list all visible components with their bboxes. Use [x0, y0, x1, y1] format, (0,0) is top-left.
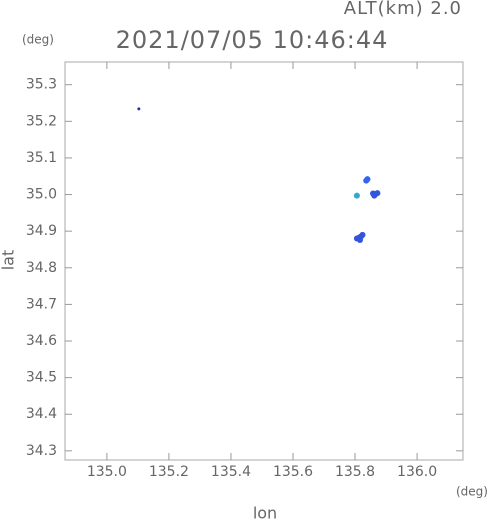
x-unit: (deg)	[456, 485, 488, 499]
y-tick-label: 34.6	[26, 333, 57, 349]
y-tick-label: 34.4	[26, 406, 57, 422]
y-tick-label: 35.1	[26, 150, 57, 166]
y-tick-label: 35.2	[26, 113, 57, 129]
echo-point	[353, 235, 360, 242]
x-tick-label: 135.4	[211, 464, 251, 480]
y-axis-label: lat	[0, 250, 18, 271]
y-tick-label: 35.0	[26, 187, 57, 203]
x-axis-label: lon	[253, 504, 277, 522]
x-tick-label: 135.8	[335, 464, 375, 480]
echo-point	[353, 192, 360, 199]
echo-point	[363, 177, 370, 184]
y-tick-label: 34.8	[26, 260, 57, 276]
y-tick-label: 35.3	[26, 77, 57, 93]
x-tick-label: 135.2	[149, 464, 189, 480]
altitude-label: ALT(km) 2.0	[344, 0, 462, 19]
echo-point	[374, 190, 381, 197]
y-tick-label: 34.9	[26, 223, 57, 239]
echo-point	[359, 231, 366, 238]
plot-frame	[64, 61, 464, 461]
y-tick-label: 34.3	[26, 443, 57, 459]
y-tick-label: 34.5	[26, 370, 57, 386]
y-tick-label: 34.7	[26, 296, 57, 312]
chart-title: 2021/07/05 10:46:44	[116, 26, 389, 54]
x-tick-label: 135.6	[273, 464, 313, 480]
echo-point	[137, 107, 141, 111]
x-tick-label: 136.0	[397, 464, 437, 480]
y-unit: (deg)	[22, 33, 54, 47]
x-tick-label: 135.0	[87, 464, 127, 480]
